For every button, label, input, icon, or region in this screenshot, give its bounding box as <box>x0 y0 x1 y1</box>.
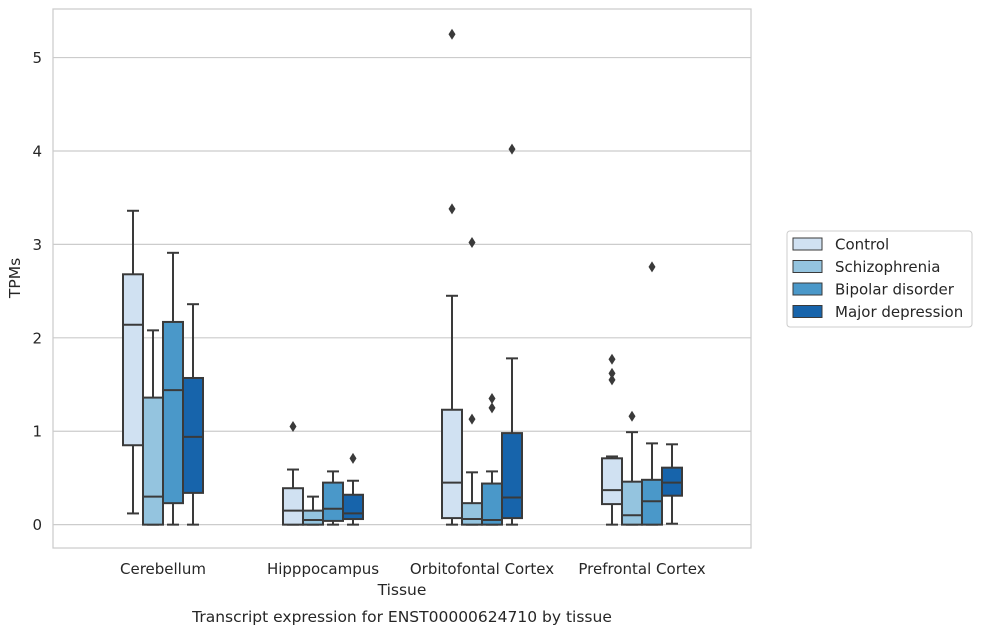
box-control <box>122 209 144 515</box>
box-schizophrenia <box>302 495 324 526</box>
iqr-box <box>441 408 463 520</box>
iqr-box <box>501 432 523 520</box>
y-tick-label: 0 <box>32 516 42 534</box>
outlier-point <box>289 421 297 433</box>
legend-swatch <box>792 282 823 296</box>
legend-swatch <box>792 305 823 318</box>
iqr-box <box>122 273 144 447</box>
outlier-point <box>608 367 616 379</box>
box-schizophrenia <box>621 410 643 526</box>
iqr-box <box>601 457 623 506</box>
x-tick-label: Hipppocampus <box>267 560 379 578</box>
outlier-point <box>448 28 456 40</box>
outlier-point <box>508 143 516 155</box>
legend-label: Schizophrenia <box>835 258 940 276</box>
outlier-point <box>608 353 616 365</box>
legend-swatch <box>792 237 823 251</box>
outlier-point <box>448 203 456 215</box>
y-tick-label: 2 <box>32 329 42 347</box>
iqr-box <box>322 481 344 522</box>
box-major-depression <box>661 443 683 525</box>
legend-label: Major depression <box>835 303 963 321</box>
legend-frame <box>786 230 973 328</box>
box-major-depression <box>182 303 204 526</box>
iqr-box <box>142 396 164 526</box>
x-tick-label: Cerebellum <box>120 560 206 578</box>
box-bipolar-disorder <box>162 251 184 526</box>
x-tick-labels: Cerebellum Hipppocampus Orbitofontal Corte… <box>120 560 706 578</box>
box-control <box>282 421 304 526</box>
iqr-box <box>302 509 324 526</box>
outlier-point <box>349 452 357 464</box>
outlier-point <box>648 261 656 273</box>
plot-frame <box>52 8 752 549</box>
x-axis-label: Tissue <box>377 581 427 599</box>
iqr-box <box>182 376 204 494</box>
y-axis-label: TPMs <box>6 258 24 299</box>
outlier-point <box>468 413 476 425</box>
y-tick-labels: 0 1 2 3 4 5 <box>32 49 42 534</box>
box-schizophrenia <box>461 237 483 526</box>
iqr-box <box>461 502 483 526</box>
chart-caption: Transcript expression for ENST0000062471… <box>191 608 612 626</box>
box-bipolar-disorder <box>641 261 663 526</box>
outlier-point <box>468 237 476 249</box>
legend-label: Control <box>835 236 889 254</box>
outlier-point <box>608 374 616 386</box>
iqr-box <box>282 487 304 526</box>
y-tick-label: 1 <box>32 423 42 441</box>
legend-label: Bipolar disorder <box>835 281 955 299</box>
iqr-box <box>342 493 364 521</box>
y-tick-label: 3 <box>32 236 42 254</box>
box-major-depression <box>342 452 364 526</box>
legend-swatch <box>792 260 823 273</box>
box-bipolar-disorder <box>322 470 344 526</box>
box-schizophrenia <box>142 329 164 526</box>
iqr-box <box>481 482 503 526</box>
boxes <box>122 28 683 526</box>
box-control <box>601 353 623 526</box>
y-tick-label: 5 <box>32 49 42 67</box>
x-tick-label: Prefrontal Cortex <box>578 560 705 578</box>
box-major-depression <box>501 143 523 526</box>
box-control <box>441 28 463 526</box>
iqr-box <box>162 320 184 505</box>
outlier-point <box>628 410 636 422</box>
x-tick-label: Orbitofontal Cortex <box>410 560 554 578</box>
legend: Control Schizophrenia Bipolar disorder Majo… <box>786 230 973 328</box>
outlier-point <box>488 402 496 414</box>
y-tick-label: 4 <box>32 142 42 160</box>
iqr-box <box>621 480 643 526</box>
outlier-point <box>488 393 496 405</box>
